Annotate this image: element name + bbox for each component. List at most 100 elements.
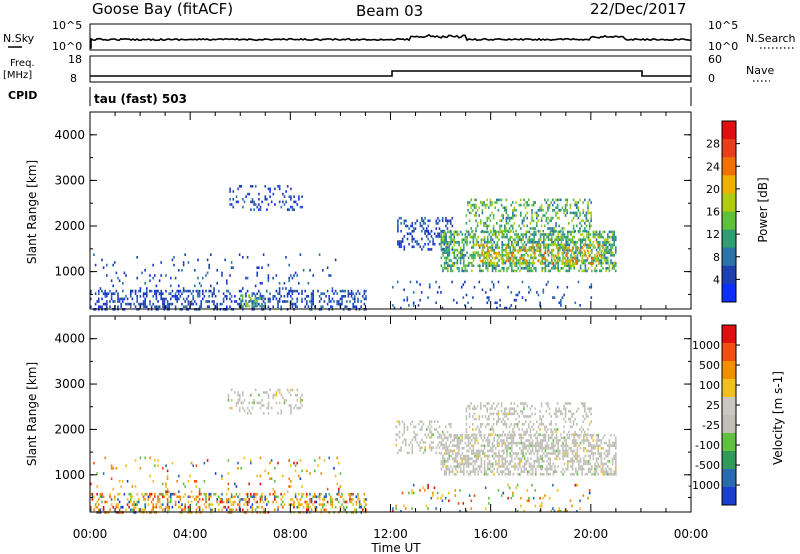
data-cell: [512, 494, 514, 497]
data-cell: [517, 261, 519, 265]
data-cell: [323, 495, 326, 499]
data-cell: [538, 457, 540, 460]
data-cell: [503, 235, 505, 239]
data-cell: [227, 487, 230, 491]
data-cell: [405, 224, 407, 228]
data-cell: [131, 485, 134, 488]
data-cell: [339, 495, 342, 499]
data-cell: [165, 305, 167, 308]
data-cell: [575, 241, 577, 244]
data-cell: [591, 449, 593, 453]
data-cell: [245, 492, 247, 496]
data-cell: [447, 436, 449, 440]
data-cell: [475, 417, 477, 421]
data-cell: [560, 410, 562, 413]
data-cell: [318, 495, 321, 499]
data-cell: [229, 406, 231, 410]
data-cell: [465, 430, 468, 434]
data-cell: [109, 289, 111, 293]
data-cell: [450, 267, 452, 270]
data-cell: [197, 505, 199, 509]
data-cell: [517, 452, 519, 455]
data-cell: [561, 412, 564, 416]
data-cell: [586, 269, 588, 273]
data-cell: [299, 498, 302, 501]
freq-frame: [89, 55, 692, 83]
data-cell: [422, 441, 425, 444]
data-cell: [599, 254, 602, 258]
data-cell: [120, 305, 122, 308]
data-cell: [517, 238, 519, 241]
data-cell: [323, 498, 326, 501]
data-cell: [611, 441, 614, 445]
data-cell: [521, 296, 524, 299]
data-cell: [539, 439, 542, 442]
data-cell: [536, 457, 539, 460]
data-cell: [115, 505, 118, 509]
data-cell: [518, 420, 520, 423]
data-cell: [437, 222, 439, 225]
data-cell: [495, 264, 497, 267]
data-cell: [523, 457, 526, 460]
data-cell: [491, 280, 493, 284]
data-cell: [162, 300, 164, 303]
data-cell: [112, 487, 114, 491]
data-cell: [564, 209, 567, 212]
data-cell: [226, 492, 228, 496]
data-cell: [602, 254, 604, 257]
data-cell: [245, 294, 247, 297]
data-cell: [556, 410, 559, 413]
data-cell: [466, 436, 468, 440]
colorbar-segment: [722, 487, 736, 506]
data-cell: [600, 235, 603, 239]
data-cell: [475, 251, 478, 254]
data-cell: [447, 264, 449, 267]
data-cell: [358, 292, 361, 295]
data-cell: [221, 500, 223, 504]
data-cell: [520, 457, 523, 460]
data-cell: [515, 293, 517, 297]
colorbar-tick-label: 8: [713, 251, 720, 264]
data-cell: [551, 235, 553, 239]
data-cell: [531, 227, 533, 230]
data-cell: [560, 301, 562, 305]
data-cell: [571, 211, 573, 215]
data-cell: [197, 295, 199, 298]
data-cell: [428, 285, 431, 289]
data-cell: [488, 224, 490, 228]
data-cell: [574, 417, 576, 421]
data-cell: [98, 503, 100, 506]
data-cell: [187, 480, 190, 483]
data-cell: [568, 430, 570, 434]
data-cell: [576, 224, 578, 228]
data-cell: [403, 423, 406, 426]
data-cell: [481, 423, 484, 426]
data-cell: [221, 477, 223, 480]
data-cell: [162, 508, 164, 512]
data-cell: [551, 256, 553, 260]
data-cell: [493, 267, 495, 270]
data-cell: [184, 508, 186, 512]
data-cell: [168, 505, 170, 509]
data-cell: [512, 436, 515, 440]
data-cell: [513, 410, 516, 413]
data-cell: [529, 407, 532, 410]
data-cell: [438, 242, 441, 246]
data-cell: [582, 201, 584, 204]
data-cell: [456, 439, 459, 442]
data-cell: [539, 504, 541, 508]
data-cell: [546, 470, 548, 473]
data-cell: [445, 444, 447, 447]
data-cell: [331, 500, 334, 504]
data-cell: [278, 282, 281, 285]
data-cell: [569, 425, 572, 429]
data-cell: [497, 402, 500, 405]
data-cell: [450, 230, 452, 234]
data-cell: [547, 198, 549, 202]
data-cell: [166, 300, 169, 303]
data-cell: [338, 492, 340, 496]
data-cell: [259, 498, 262, 501]
data-cell: [330, 300, 332, 303]
data-cell: [551, 465, 553, 468]
data-cell: [553, 509, 556, 513]
